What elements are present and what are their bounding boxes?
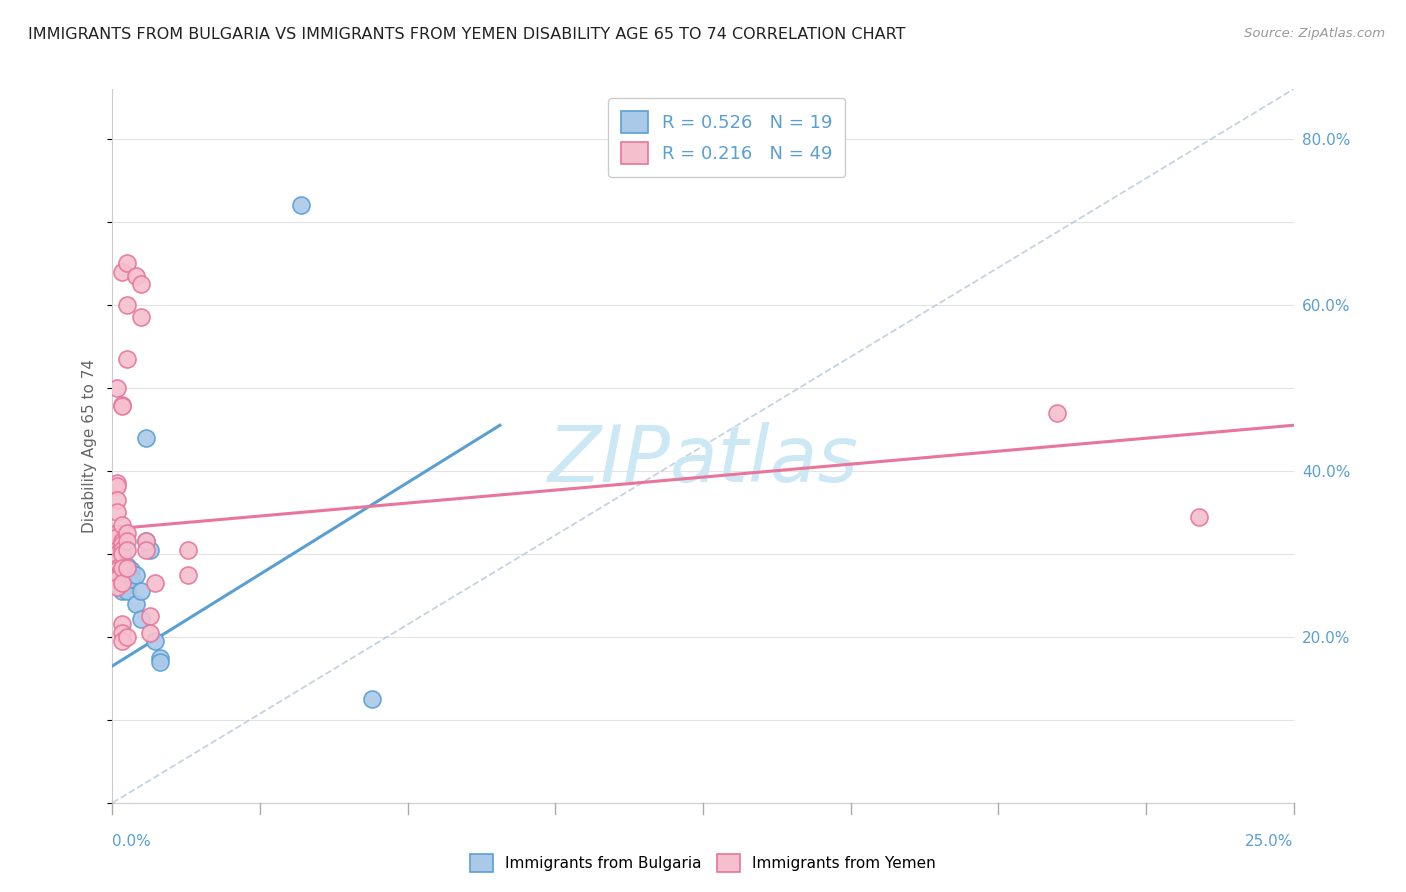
Point xyxy=(105,479,128,493)
Point xyxy=(111,575,134,590)
Point xyxy=(105,570,128,584)
Point xyxy=(135,542,157,557)
Point xyxy=(290,198,312,212)
Y-axis label: Disability Age 65 to 74: Disability Age 65 to 74 xyxy=(82,359,97,533)
Point xyxy=(111,547,134,561)
Point xyxy=(120,572,142,586)
Point xyxy=(105,530,128,544)
Point xyxy=(135,534,157,549)
Point xyxy=(139,625,162,640)
Point xyxy=(143,634,166,648)
Point xyxy=(149,650,172,665)
Text: 25.0%: 25.0% xyxy=(1246,834,1294,849)
Point xyxy=(111,399,134,413)
Text: IMMIGRANTS FROM BULGARIA VS IMMIGRANTS FROM YEMEN DISABILITY AGE 65 TO 74 CORREL: IMMIGRANTS FROM BULGARIA VS IMMIGRANTS F… xyxy=(28,27,905,42)
Point xyxy=(111,542,134,557)
Point xyxy=(1188,509,1211,524)
Point xyxy=(111,537,134,551)
Point xyxy=(111,265,134,279)
Point xyxy=(115,256,138,270)
Point xyxy=(105,547,128,561)
Point xyxy=(135,534,157,549)
Point xyxy=(129,310,152,325)
Point xyxy=(115,584,138,599)
Point xyxy=(105,492,128,507)
Point xyxy=(105,381,128,395)
Point xyxy=(139,542,162,557)
Point xyxy=(105,553,128,567)
Point xyxy=(115,534,138,549)
Point xyxy=(177,542,200,557)
Point xyxy=(115,559,138,574)
Text: Source: ZipAtlas.com: Source: ZipAtlas.com xyxy=(1244,27,1385,40)
Text: 0.0%: 0.0% xyxy=(112,834,152,849)
Point xyxy=(143,575,166,590)
Point xyxy=(111,547,134,561)
Point xyxy=(111,397,134,411)
Point xyxy=(125,268,148,283)
Point xyxy=(1046,406,1069,420)
Point xyxy=(105,526,128,541)
Point xyxy=(115,630,138,644)
Point xyxy=(115,542,138,557)
Point xyxy=(120,564,142,578)
Point xyxy=(111,534,134,549)
Point xyxy=(111,584,134,599)
Point xyxy=(115,298,138,312)
Point xyxy=(149,655,172,669)
Point xyxy=(361,692,384,706)
Point xyxy=(105,567,128,582)
Text: ZIPatlas: ZIPatlas xyxy=(547,422,859,499)
Point xyxy=(115,351,138,366)
Point xyxy=(111,617,134,632)
Point xyxy=(111,561,134,575)
Point xyxy=(105,542,128,557)
Point xyxy=(105,505,128,519)
Point xyxy=(129,584,152,599)
Point xyxy=(105,476,128,491)
Point xyxy=(139,609,162,624)
Point xyxy=(105,564,128,578)
Point xyxy=(125,567,148,582)
Point xyxy=(115,526,138,541)
Point xyxy=(135,431,157,445)
Point xyxy=(105,572,128,586)
Point xyxy=(105,561,128,575)
Point xyxy=(115,561,138,575)
Point xyxy=(105,572,128,586)
Point xyxy=(105,580,128,594)
Point xyxy=(111,625,134,640)
Point xyxy=(129,611,152,625)
Point xyxy=(129,277,152,292)
Point xyxy=(125,597,148,611)
Point xyxy=(111,517,134,532)
Legend: Immigrants from Bulgaria, Immigrants from Yemen: Immigrants from Bulgaria, Immigrants fro… xyxy=(463,846,943,880)
Point xyxy=(111,634,134,648)
Point xyxy=(177,567,200,582)
Legend: R = 0.526   N = 19, R = 0.216   N = 49: R = 0.526 N = 19, R = 0.216 N = 49 xyxy=(607,98,845,177)
